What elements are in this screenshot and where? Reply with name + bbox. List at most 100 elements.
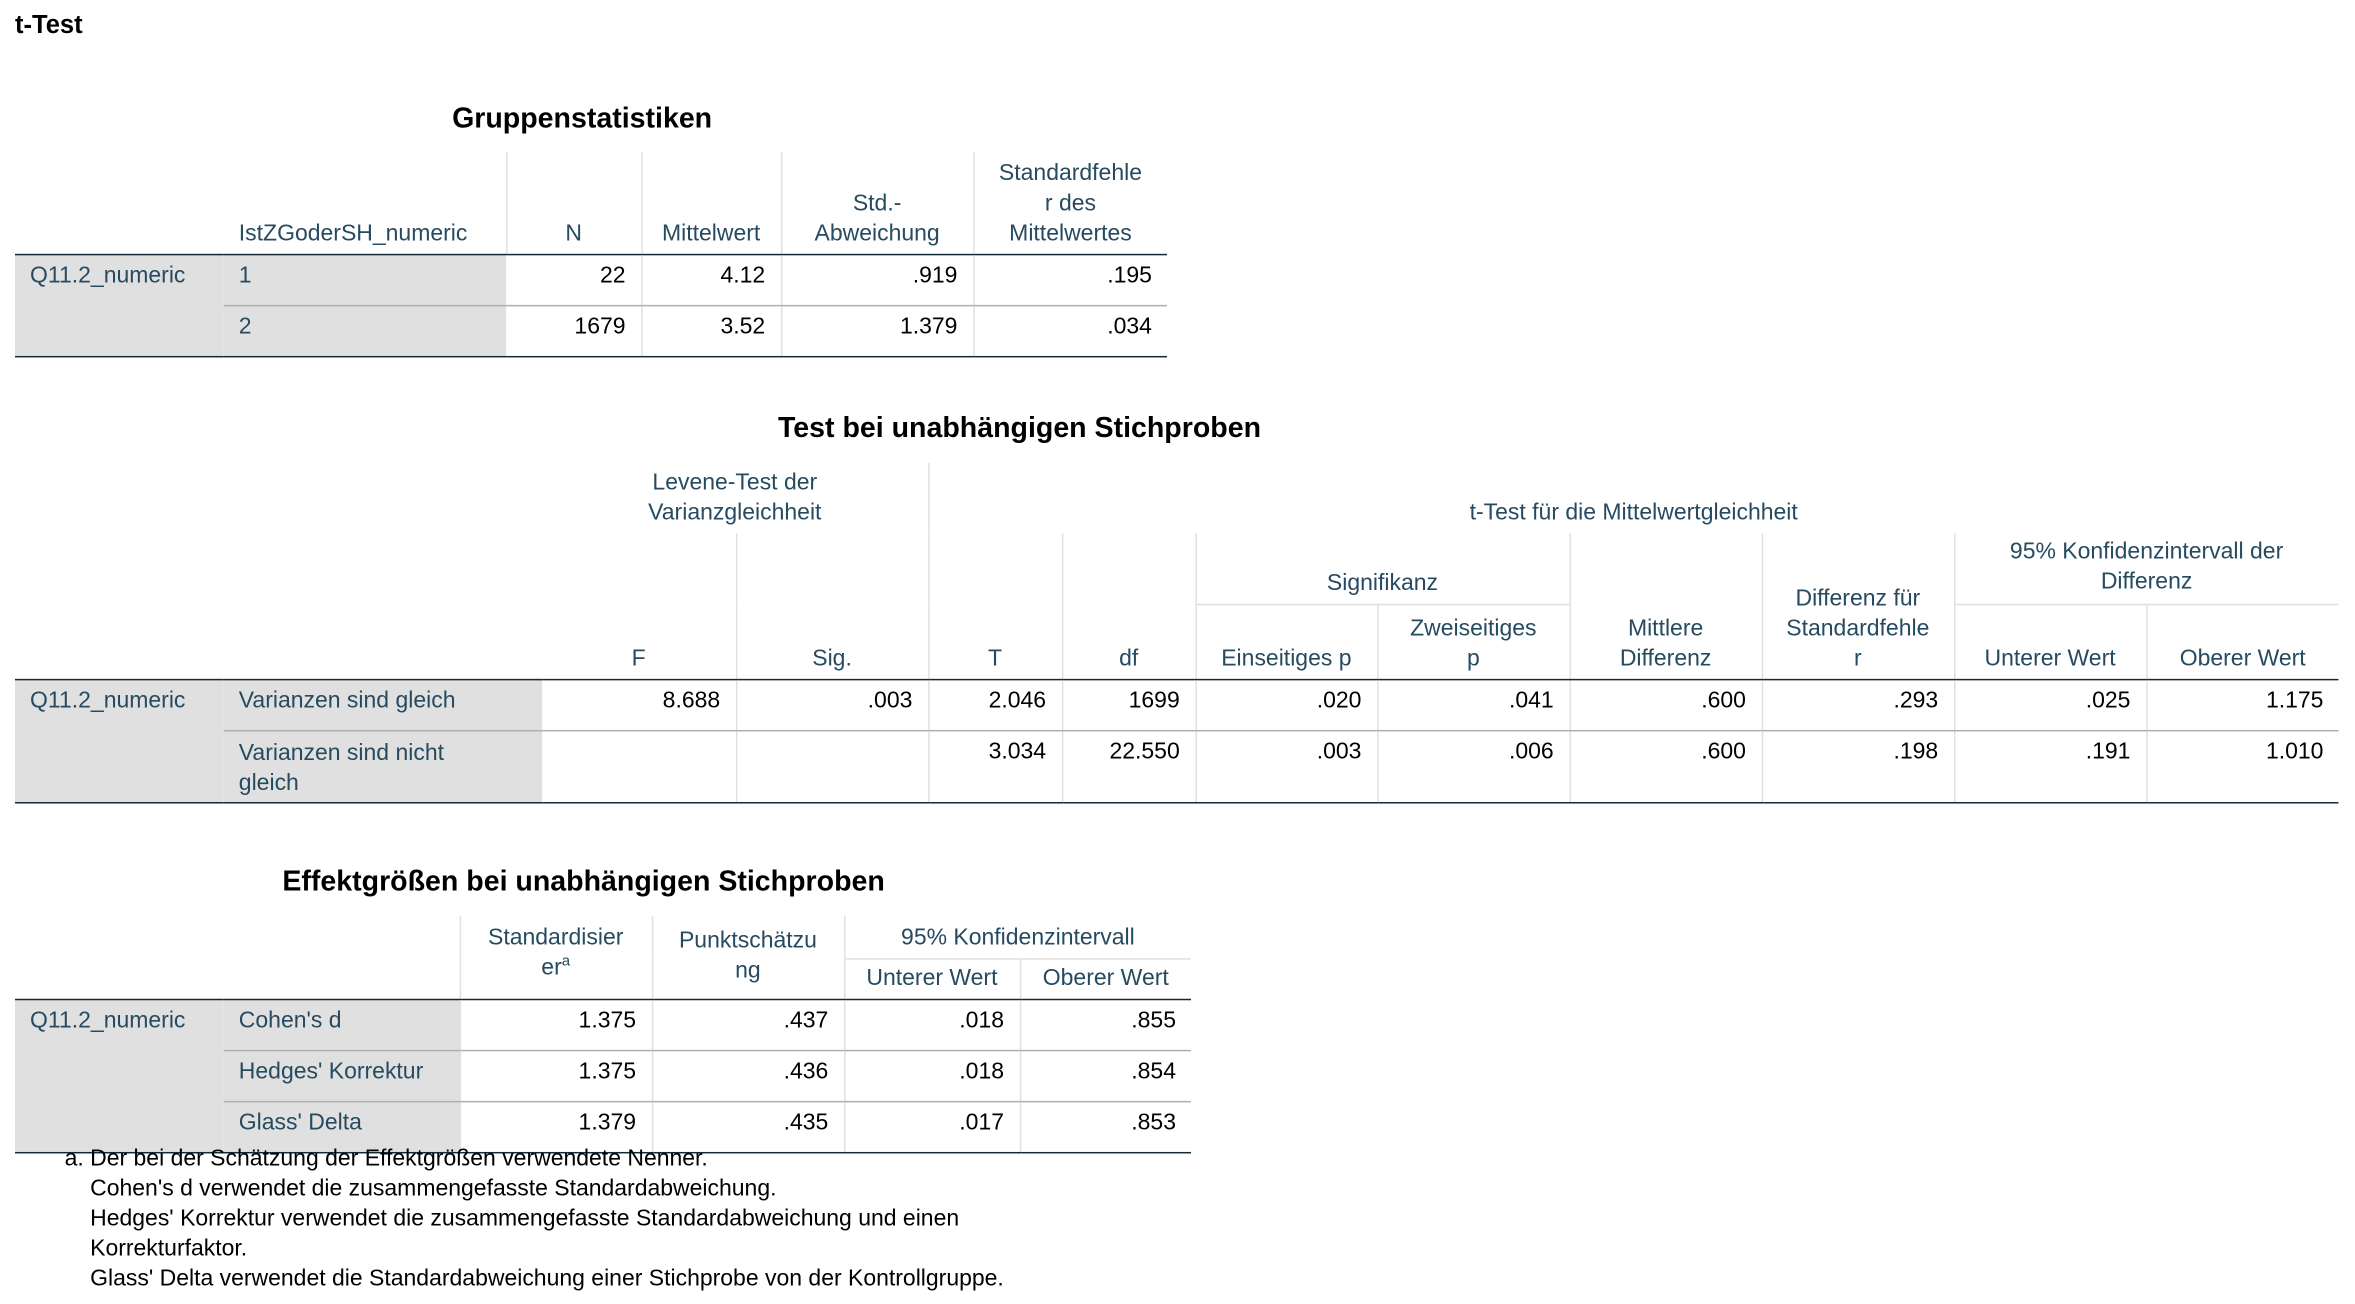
cell-standardizer: 1.375: [458, 998, 652, 1051]
table-row: Q11.2_numeric 1 22 4.12 .919 .195: [15, 253, 1167, 357]
effect-table: Standardisier era Punktschätzu ng 95% Ko…: [15, 916, 1192, 1153]
cell-two-p: .006: [1376, 729, 1570, 803]
header-lower: Unterer Wert: [1953, 603, 2147, 680]
group-label: 1: [223, 253, 507, 306]
footnote-marker: a: [561, 953, 571, 971]
cell-sig: [735, 729, 929, 803]
cell-n: 22: [506, 253, 642, 306]
ttest-corner-1: [15, 462, 224, 680]
group-label: 2: [223, 304, 507, 357]
cell-sd: .919: [780, 253, 974, 306]
ttest-title: Test bei unabhängigen Stichproben: [777, 413, 1262, 445]
footnote-line: Cohen's d verwendet die zusammengefasste…: [90, 1175, 777, 1202]
footnote: a. Der bei der Schätzung der Effektgröße…: [65, 1144, 1004, 1294]
header-upper: Oberer Wert: [1019, 957, 1192, 1000]
cell-mean: 3.52: [640, 304, 781, 357]
cell-mean-diff: .600: [1568, 678, 1762, 731]
page-title: t-Test: [15, 10, 83, 40]
cell-lower: .018: [843, 998, 1020, 1051]
cell-upper: 1.010: [2145, 729, 2339, 803]
header-mean: Mittelwert: [640, 151, 781, 255]
cell-n: 1679: [506, 304, 642, 357]
cell-point: .437: [651, 998, 845, 1051]
cell-df: 1699: [1061, 678, 1196, 731]
cell-t: 2.046: [927, 678, 1062, 731]
ci-header: 95% Konfidenzintervall der Differenz: [1953, 533, 2339, 604]
cell-upper: 1.175: [2145, 678, 2339, 731]
cell-upper: .854: [1019, 1049, 1192, 1102]
effect-ci-header: 95% Konfidenzintervall: [843, 916, 1192, 959]
cell-standardizer: 1.375: [458, 1049, 652, 1102]
cell-t: 3.034: [927, 729, 1062, 803]
cell-lower: .191: [1953, 729, 2147, 803]
group-stats-table: IstZGoderSH_numeric N Mittelwert Std.- A…: [15, 151, 1167, 357]
cell-mean-diff: .600: [1568, 729, 1762, 803]
cell-se: .195: [972, 253, 1167, 306]
cell-mean: 4.12: [640, 253, 781, 306]
table-row: Glass' Delta 1.379 .435 .017 .853: [15, 1100, 1192, 1153]
effect-title: Effektgrößen bei unabhängigen Stichprobe…: [282, 866, 885, 899]
header-f: F: [542, 533, 736, 680]
header-point-estimate: Punktschätzu ng: [651, 916, 845, 1000]
levene-header: Levene-Test der Varianzgleichheit: [648, 470, 822, 526]
effect-corner-2: [223, 916, 460, 1000]
header-df: df: [1061, 533, 1196, 680]
table-row: 2 1679 3.52 1.379 .034: [15, 304, 1167, 357]
table-row: Q11.2_numeric Cohen's d 1.375 .437 .018 …: [15, 998, 1192, 1153]
header-upper: Oberer Wert: [2145, 603, 2339, 680]
cell-standardizer: 1.379: [458, 1100, 652, 1153]
header-lower: Unterer Wert: [843, 957, 1020, 1000]
header-one-p: Einseitiges p: [1194, 603, 1378, 680]
row-label: Cohen's d: [223, 998, 460, 1051]
ttest-table: Levene-Test der Varianzgleichheit t-Test…: [15, 462, 2339, 803]
cell-sig: .003: [735, 678, 929, 731]
header-two-p: Zweiseitiges p: [1376, 603, 1570, 680]
header-se-diff: Differenz für Standardfehle r: [1760, 533, 1954, 680]
header-standardizer-text: Standardisier er: [488, 925, 624, 981]
cell-df: 22.550: [1061, 729, 1196, 803]
table-row: Varianzen sind nicht gleich 3.034 22.550…: [15, 729, 2339, 803]
cell-f: 8.688: [542, 678, 736, 731]
table-row: Q11.2_numeric Varianzen sind gleich 8.68…: [15, 678, 2339, 803]
group-stats-title: Gruppenstatistiken: [452, 103, 713, 136]
header-standardizer: Standardisier era: [458, 916, 652, 1000]
variable-label: Q11.2_numeric: [15, 998, 224, 1153]
cell-se-diff: .293: [1760, 678, 1954, 731]
variable-label: Q11.2_numeric: [15, 253, 224, 357]
cell-f: [542, 729, 736, 803]
header-sd: Std.- Abweichung: [780, 151, 974, 255]
cell-point: .435: [651, 1100, 845, 1153]
header-sig: Sig.: [735, 533, 929, 680]
cell-point: .436: [651, 1049, 845, 1102]
row-label: Glass' Delta: [223, 1100, 460, 1153]
cell-one-p: .020: [1194, 678, 1378, 731]
header-t: T: [927, 533, 1062, 680]
header-n: N: [505, 151, 642, 255]
cell-lower: .018: [843, 1049, 1020, 1102]
cell-upper: .853: [1019, 1100, 1192, 1153]
header-se: Standardfehle r des Mittelwertes: [972, 151, 1167, 255]
footnote-line: a. Der bei der Schätzung der Effektgröße…: [64, 1145, 708, 1172]
variable-label: Q11.2_numeric: [15, 678, 224, 803]
effect-corner-1: [15, 916, 224, 1000]
header-group-var: IstZGoderSH_numeric: [223, 151, 507, 255]
cell-se: .034: [972, 304, 1167, 357]
row-label: Varianzen sind gleich: [223, 678, 543, 731]
ttest-corner-2: [223, 462, 543, 680]
cell-one-p: .003: [1194, 729, 1378, 803]
row-label: Varianzen sind nicht gleich: [223, 729, 543, 803]
header-mean-diff: Mittlere Differenz: [1568, 533, 1762, 680]
footnote-line: Glass' Delta verwendet die Standardabwei…: [90, 1266, 1004, 1292]
table-row: Hedges' Korrektur 1.375 .436 .018 .854: [15, 1049, 1192, 1102]
row-label: Hedges' Korrektur: [223, 1049, 460, 1102]
cell-sd: 1.379: [780, 304, 974, 357]
cell-upper: .855: [1019, 998, 1192, 1051]
footnote-line: Hedges' Korrektur verwendet die zusammen…: [90, 1206, 960, 1232]
group-stats-corner: [15, 151, 224, 255]
footnote-line: Korrekturfaktor.: [90, 1236, 248, 1262]
signif-header: Signifikanz: [1194, 533, 1570, 604]
cell-se-diff: .198: [1760, 729, 1954, 803]
cell-lower: .017: [843, 1100, 1020, 1153]
cell-two-p: .041: [1376, 678, 1570, 731]
